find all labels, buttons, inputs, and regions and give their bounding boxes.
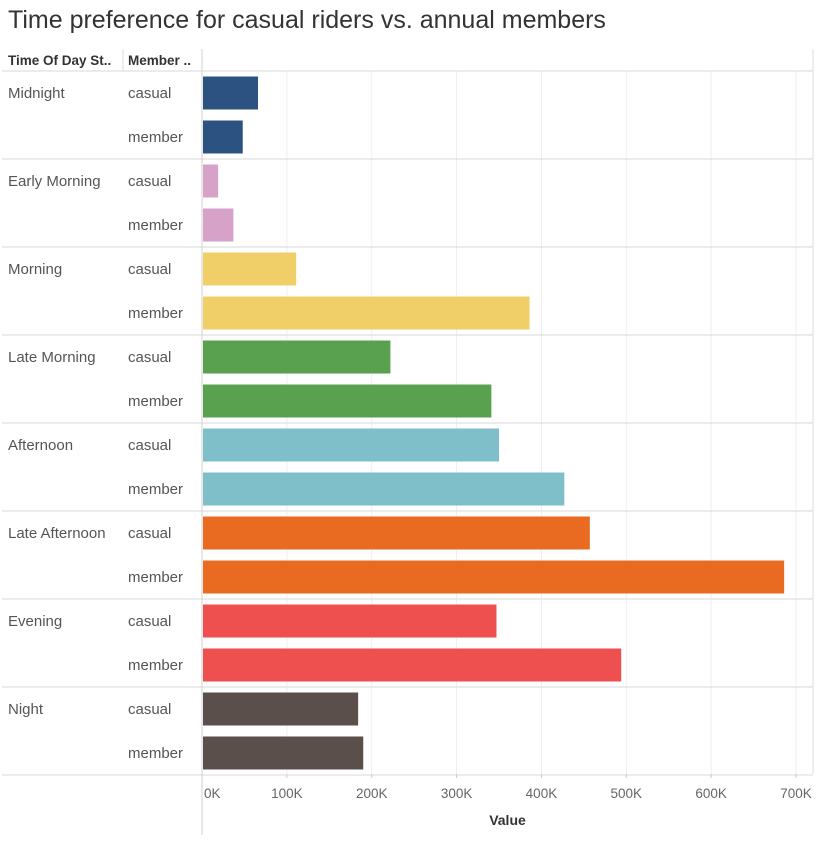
category-label: Night [8,701,44,718]
bar[interactable] [203,120,243,154]
member-type-label: casual [128,437,171,454]
bar[interactable] [203,252,297,286]
member-type-label: member [128,129,183,146]
x-axis-title: Value [489,812,526,828]
x-tick-label: 700K [780,786,812,801]
bar[interactable] [203,560,785,594]
member-type-label: member [128,305,183,322]
bar[interactable] [203,164,219,198]
bar[interactable] [203,384,492,418]
bar[interactable] [203,340,391,374]
x-tick-label: 300K [441,786,473,801]
member-type-label: casual [128,525,171,542]
member-type-label: member [128,569,183,586]
category-label: Late Afternoon [8,525,106,542]
member-type-label: member [128,393,183,410]
member-type-label: casual [128,349,171,366]
member-type-label: member [128,481,183,498]
category-label: Afternoon [8,437,73,454]
bar[interactable] [203,648,622,682]
bar[interactable] [203,736,364,770]
bar[interactable] [203,296,530,330]
bar[interactable] [203,604,497,638]
category-label: Evening [8,613,62,630]
bar[interactable] [203,208,234,242]
member-type-label: casual [128,701,171,718]
chart-title: Time preference for casual riders vs. an… [8,6,606,34]
category-label: Morning [8,261,62,278]
member-type-label: member [128,657,183,674]
member-type-label: member [128,745,183,762]
category-label: Midnight [8,85,66,102]
bar[interactable] [203,472,565,506]
row-header-time-of-day: Time Of Day St.. [8,53,111,68]
bar[interactable] [203,428,500,462]
bar[interactable] [203,76,259,110]
member-type-label: casual [128,613,171,630]
x-tick-label: 400K [526,786,558,801]
member-type-label: casual [128,261,171,278]
member-type-label: casual [128,173,171,190]
bar[interactable] [203,516,590,550]
x-tick-label: 600K [695,786,727,801]
member-type-label: casual [128,85,171,102]
category-label: Late Morning [8,349,96,366]
x-tick-label: 0K [204,786,221,801]
category-label: Early Morning [8,173,101,190]
bar[interactable] [203,692,359,726]
row-header-member: Member .. [128,53,191,68]
member-type-label: member [128,217,183,234]
x-tick-label: 200K [356,786,388,801]
x-tick-label: 500K [611,786,643,801]
x-tick-label: 100K [271,786,303,801]
